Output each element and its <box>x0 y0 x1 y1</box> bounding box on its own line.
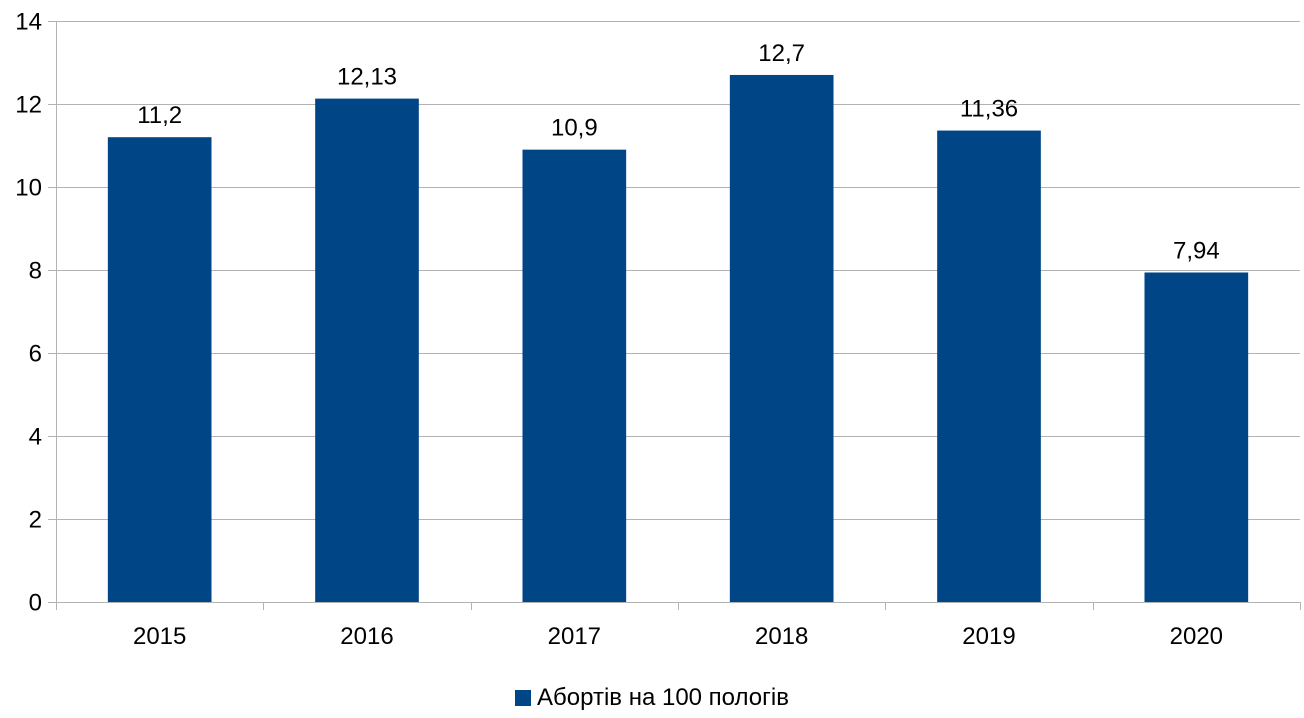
legend-label: Абортів на 100 пологів <box>537 684 789 711</box>
x-tick-label: 2015 <box>133 623 186 650</box>
x-tick-label: 2019 <box>962 623 1015 650</box>
y-tick-label: 10 <box>15 175 42 202</box>
legend-swatch <box>515 690 532 706</box>
data-label: 10,9 <box>551 115 598 142</box>
x-tick-label: 2020 <box>1170 623 1223 650</box>
x-tick-label: 2018 <box>755 623 808 650</box>
data-label: 7,94 <box>1173 237 1220 264</box>
bar-2015 <box>107 137 212 602</box>
legend: Абортів на 100 пологів <box>0 684 1304 712</box>
y-tick-label: 4 <box>29 424 42 451</box>
y-tick-label: 2 <box>29 507 42 534</box>
data-label: 11,36 <box>960 96 1018 123</box>
bar-2017 <box>522 149 627 602</box>
data-label: 12,7 <box>758 40 805 67</box>
bar-chart-plot: 0 2 4 6 8 10 12 14 11,2 2015 12,13 2016 10,9 2017 12,7… <box>15 9 1301 650</box>
bar-2020 <box>1144 272 1249 602</box>
y-tick-label: 14 <box>15 9 42 36</box>
y-tick-label: 8 <box>29 258 42 285</box>
x-tick-label: 2016 <box>340 623 393 650</box>
bar-2016 <box>315 98 419 602</box>
x-tick-label: 2017 <box>548 623 601 650</box>
y-tick-label: 0 <box>29 590 42 617</box>
bar-2018 <box>729 74 834 602</box>
y-tick-label: 6 <box>29 341 42 368</box>
data-label: 12,13 <box>337 64 397 91</box>
y-tick-label: 12 <box>15 92 42 119</box>
bar-2019 <box>937 130 1041 602</box>
data-label: 11,2 <box>137 102 182 129</box>
